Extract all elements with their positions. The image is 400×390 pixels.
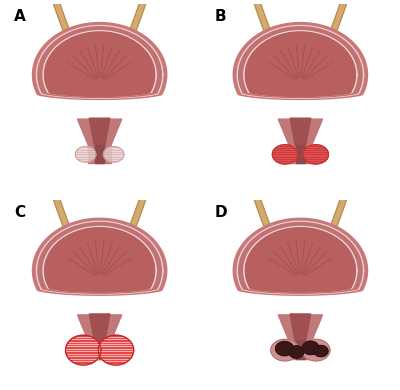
Polygon shape <box>290 118 311 145</box>
Polygon shape <box>78 119 122 145</box>
Polygon shape <box>278 119 322 145</box>
Text: A: A <box>14 9 26 25</box>
Polygon shape <box>32 218 167 295</box>
Polygon shape <box>78 315 122 341</box>
Polygon shape <box>233 23 368 99</box>
Polygon shape <box>239 27 362 98</box>
Text: C: C <box>14 205 25 220</box>
Polygon shape <box>95 145 104 163</box>
Polygon shape <box>289 145 312 163</box>
Polygon shape <box>44 32 155 96</box>
Polygon shape <box>95 341 104 359</box>
Polygon shape <box>245 228 356 292</box>
Polygon shape <box>289 341 312 359</box>
Polygon shape <box>303 145 328 164</box>
Polygon shape <box>38 222 161 293</box>
Polygon shape <box>98 335 134 365</box>
Polygon shape <box>66 335 101 365</box>
Polygon shape <box>88 341 111 359</box>
Polygon shape <box>233 218 368 295</box>
Polygon shape <box>245 32 356 96</box>
Polygon shape <box>271 339 299 361</box>
Polygon shape <box>278 315 322 341</box>
Polygon shape <box>302 341 319 355</box>
Polygon shape <box>89 314 110 341</box>
Polygon shape <box>75 147 96 162</box>
Text: B: B <box>215 9 226 25</box>
Polygon shape <box>89 118 110 145</box>
Polygon shape <box>289 346 304 358</box>
Polygon shape <box>296 145 305 163</box>
Polygon shape <box>44 228 155 292</box>
Polygon shape <box>239 222 362 293</box>
Polygon shape <box>104 147 124 162</box>
Polygon shape <box>272 145 298 164</box>
Text: D: D <box>215 205 227 220</box>
Polygon shape <box>32 23 167 99</box>
Polygon shape <box>314 346 328 356</box>
Polygon shape <box>302 339 330 361</box>
Polygon shape <box>296 341 305 359</box>
Polygon shape <box>290 314 311 341</box>
Polygon shape <box>276 342 294 356</box>
Polygon shape <box>88 145 111 163</box>
Polygon shape <box>38 27 161 98</box>
